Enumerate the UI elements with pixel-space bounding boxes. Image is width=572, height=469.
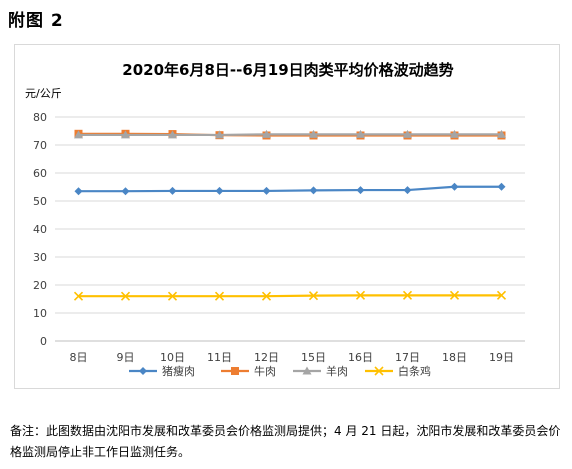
x-tick-label: 12日: [254, 351, 279, 364]
x-marker-stroke: [214, 291, 225, 301]
data-point: [74, 187, 83, 196]
data-point: [168, 186, 177, 195]
x-marker-stroke: [496, 290, 507, 300]
data-point: [74, 130, 83, 139]
x-tick-label: 17日: [395, 351, 420, 364]
y-tick-label: 20: [33, 279, 47, 292]
footnote: 备注：此图数据由沈阳市发展和改革委员会价格监测局提供；4 月 21 日起，沈阳市…: [10, 424, 561, 459]
data-point: [356, 186, 365, 195]
legend-label: 白条鸡: [398, 364, 431, 378]
x-tick-label: 11日: [207, 351, 232, 364]
legend-label: 牛肉: [254, 364, 276, 378]
y-tick-label: 70: [33, 139, 47, 152]
data-point: [374, 366, 384, 376]
data-point: [309, 186, 318, 195]
x-tick-label: 10日: [160, 351, 185, 364]
page-heading: 附图 2: [8, 11, 64, 31]
x-tick-label: 19日: [489, 351, 514, 364]
x-tick-label: 18日: [442, 351, 467, 364]
x-tick-labels: 8日 9日 10日 11日 12日 15日 16日 17日 18日 19日: [70, 351, 515, 364]
data-point: [403, 129, 412, 138]
legend-item: 白条鸡: [365, 364, 431, 378]
series-line: [78, 185, 502, 193]
legend-label: 猪瘦肉: [162, 364, 195, 378]
data-point: [497, 182, 506, 191]
data-point: [168, 130, 177, 139]
data-point: [139, 367, 147, 375]
data-point: [121, 187, 130, 196]
x-tick-label: 8日: [70, 351, 88, 364]
data-point: [261, 291, 272, 301]
y-tick-label: 60: [33, 167, 47, 180]
x-marker-stroke: [449, 290, 460, 300]
data-point: [496, 290, 507, 300]
x-marker-stroke: [261, 291, 272, 301]
data-point: [355, 290, 366, 300]
x-marker-stroke: [374, 366, 384, 376]
series-x: [73, 290, 507, 301]
gridlines: [55, 116, 525, 342]
legend: 猪瘦肉 牛肉 羊肉 白条鸡: [129, 364, 431, 378]
data-point: [302, 366, 312, 375]
legend-label: 羊肉: [326, 364, 348, 378]
y-tick-label: 0: [40, 335, 47, 348]
x-marker-stroke: [402, 290, 413, 300]
data-point: [450, 129, 459, 138]
data-point: [231, 367, 239, 375]
data-point: [449, 290, 460, 300]
data-point: [402, 290, 413, 300]
x-tick-label: 16日: [348, 351, 373, 364]
x-marker-stroke: [167, 291, 178, 301]
chart-frame: 2020年6月8日--6月19日肉类平均价格波动趋势 元/公斤 0 10 20 30 4…: [14, 44, 560, 389]
x-marker-stroke: [120, 291, 131, 301]
y-tick-label: 80: [33, 111, 47, 124]
y-unit-label: 元/公斤: [25, 87, 62, 100]
x-tick-label: 15日: [301, 351, 326, 364]
data-point: [214, 291, 225, 301]
series-line: [78, 294, 502, 298]
x-tick-label: 9日: [117, 351, 135, 364]
series-diamond: [74, 182, 506, 196]
series-triangle: [74, 129, 506, 139]
data-point: [262, 129, 271, 138]
x-marker-stroke: [73, 291, 84, 301]
data-point: [262, 186, 271, 195]
legend-item: 牛肉: [221, 364, 276, 378]
legend-item: 羊肉: [293, 364, 348, 378]
y-tick-labels: 0 10 20 30 40 50 60 70 80: [33, 111, 47, 348]
y-tick-label: 10: [33, 307, 47, 320]
data-point: [450, 182, 459, 191]
series-layer: [73, 129, 507, 301]
data-point: [121, 130, 130, 139]
x-marker-stroke: [308, 291, 319, 301]
x-marker-stroke: [355, 290, 366, 300]
y-tick-label: 40: [33, 223, 47, 236]
y-tick-label: 30: [33, 251, 47, 264]
data-point: [403, 186, 412, 195]
chart-title: 2020年6月8日--6月19日肉类平均价格波动趋势: [122, 61, 453, 79]
data-point: [120, 291, 131, 301]
y-tick-label: 50: [33, 195, 47, 208]
data-point: [215, 130, 224, 139]
data-point: [73, 291, 84, 301]
data-point: [497, 129, 506, 138]
data-point: [215, 186, 224, 195]
series-line: [78, 133, 502, 137]
line-chart: 2020年6月8日--6月19日肉类平均价格波动趋势 元/公斤 0 10 20 30 4…: [25, 61, 525, 378]
data-point: [356, 129, 365, 138]
data-point: [308, 291, 319, 301]
legend-item: 猪瘦肉: [129, 364, 195, 378]
data-point: [167, 291, 178, 301]
data-point: [309, 129, 318, 138]
